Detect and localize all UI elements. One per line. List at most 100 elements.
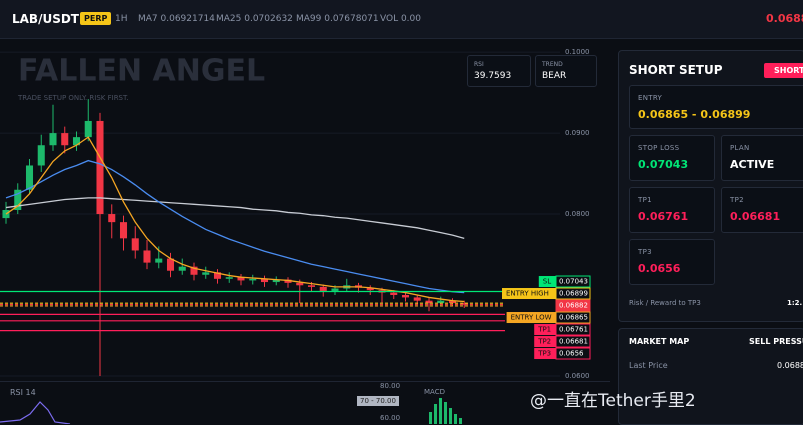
tp3-label: TP3 bbox=[638, 248, 652, 256]
plan-card: PLAN ACTIVE bbox=[721, 135, 803, 181]
perp-badge: PERP bbox=[80, 12, 112, 25]
level-tag: 0.0656 TP3 bbox=[534, 347, 591, 360]
y-tick-label: 0.0800 bbox=[565, 210, 590, 218]
y-tick-label: 0.0900 bbox=[565, 129, 590, 137]
candle-body bbox=[460, 303, 468, 305]
last-price-value: 0.0688 bbox=[777, 361, 803, 370]
setup-panel: SHORT SETUP SHORT ENTRY 0.06865 - 0.06899… bbox=[618, 50, 803, 322]
overlay-subtitle: TRADE SETUP ONLY. RISK FIRST. bbox=[17, 94, 129, 102]
ma25-line bbox=[5, 159, 465, 294]
tp1-value: 0.06761 bbox=[638, 210, 689, 223]
rsi14-title: RSI 14 bbox=[10, 388, 36, 397]
tp1-label: TP1 bbox=[638, 196, 652, 204]
candle-body bbox=[249, 278, 257, 281]
candle-body bbox=[307, 285, 316, 287]
candle-body bbox=[225, 277, 233, 279]
level-name-bg bbox=[506, 312, 556, 324]
level-tag: 0.06899 ENTRY HIGH bbox=[502, 287, 591, 300]
candle-body bbox=[413, 297, 421, 301]
candle-body bbox=[296, 282, 304, 286]
ma99-label: MA99 0.07678071 bbox=[296, 14, 379, 24]
tp2-card: TP2 0.06681 bbox=[721, 187, 803, 233]
candle-body bbox=[272, 279, 280, 283]
interval[interactable]: 1H bbox=[115, 14, 128, 24]
candle-body bbox=[448, 300, 457, 304]
y-tick-label: 0.1000 bbox=[565, 48, 590, 56]
watermark: @一直在Tether手里2 bbox=[530, 391, 696, 411]
ma99-line bbox=[5, 197, 465, 239]
market-map-title: MARKET MAP bbox=[629, 337, 690, 346]
tp1-card: TP1 0.06761 bbox=[629, 187, 715, 233]
candle-body bbox=[260, 278, 269, 283]
trend-box: TREND BEAR bbox=[535, 55, 597, 87]
candle-body bbox=[25, 165, 34, 190]
level-value: 0.06865 bbox=[559, 314, 588, 322]
indicator-strip: RSI 14 80.00 70 - 70.00 60.00 MACD bbox=[0, 381, 610, 424]
candle-body bbox=[131, 238, 139, 251]
level-tag: 0.06865 ENTRY LOW bbox=[506, 311, 591, 324]
candle-body bbox=[108, 214, 116, 223]
symbol: LAB/USDT bbox=[12, 12, 79, 26]
setup-title: SHORT SETUP bbox=[629, 63, 723, 77]
level-value: 0.06899 bbox=[559, 290, 588, 298]
macd-title: MACD bbox=[424, 388, 445, 396]
rsi-band: 70 - 70.00 bbox=[357, 396, 399, 406]
level-tag: 0.06681 TP2 bbox=[534, 335, 591, 348]
candle-body bbox=[96, 120, 104, 215]
level-value: 0.06681 bbox=[559, 338, 588, 346]
candle-body bbox=[366, 287, 374, 291]
level-tag: 0.06761 TP1 bbox=[534, 323, 591, 336]
candle-body bbox=[155, 258, 163, 263]
rr-value: 1:2. bbox=[787, 299, 803, 307]
level-name-bg bbox=[538, 276, 556, 288]
candle-body bbox=[390, 292, 398, 295]
candle-body bbox=[72, 137, 81, 146]
price-chart: FALLEN ANGEL TRADE SETUP ONLY. RISK FIRS… bbox=[0, 48, 591, 380]
rsi-60: 60.00 bbox=[380, 414, 401, 422]
level-name: TP1 bbox=[537, 326, 551, 334]
tp3-value: 0.0656 bbox=[638, 262, 681, 275]
candle-body bbox=[14, 189, 22, 210]
level-name: TP3 bbox=[537, 350, 551, 358]
candle-body bbox=[61, 133, 69, 146]
entry-label: ENTRY bbox=[638, 94, 663, 102]
tp2-value: 0.06681 bbox=[730, 210, 781, 223]
candle-body bbox=[178, 266, 186, 271]
level-tag-bg bbox=[555, 299, 591, 312]
level-value: 0.0656 bbox=[559, 350, 584, 358]
level-value: 0.06882 bbox=[559, 302, 588, 310]
level-tag: 0.07043 SL bbox=[538, 275, 591, 288]
last-price-label: Last Price bbox=[629, 361, 668, 370]
level-name-bg bbox=[534, 336, 556, 348]
candle-body bbox=[37, 145, 45, 166]
sl-card: STOP LOSS 0.07043 bbox=[629, 135, 715, 181]
candle-body bbox=[319, 286, 327, 291]
level-name: SL bbox=[543, 278, 551, 286]
candle-body bbox=[84, 120, 92, 138]
level-tag: 0.06882 bbox=[555, 299, 591, 312]
level-name: ENTRY HIGH bbox=[506, 290, 549, 298]
sell-pressure: SELL PRESSUR bbox=[749, 337, 803, 346]
overlay-title: FALLEN ANGEL bbox=[18, 54, 265, 89]
candle-body bbox=[143, 250, 151, 263]
candle-body bbox=[437, 300, 445, 304]
macd-bars bbox=[429, 398, 462, 424]
candle-body bbox=[213, 272, 222, 279]
candle-body bbox=[425, 300, 433, 304]
level-name-bg bbox=[534, 348, 556, 360]
tp2-label: TP2 bbox=[730, 196, 744, 204]
plan-value: ACTIVE bbox=[730, 158, 775, 171]
entry-card: ENTRY 0.06865 - 0.06899 bbox=[629, 85, 803, 129]
rsi-value: 39.7593 bbox=[474, 71, 512, 81]
trend-value: BEAR bbox=[542, 71, 567, 81]
last-price: 0.0688 bbox=[766, 12, 803, 25]
plan-label: PLAN bbox=[730, 144, 750, 152]
candle-body bbox=[331, 288, 339, 291]
y-tick-label: 0.0600 bbox=[565, 372, 590, 380]
rsi-label: RSI bbox=[474, 61, 484, 68]
level-name-bg bbox=[534, 324, 556, 336]
short-badge[interactable]: SHORT bbox=[764, 63, 803, 78]
tp3-card: TP3 0.0656 bbox=[629, 239, 715, 285]
volume: VOL 0.00 bbox=[380, 14, 421, 24]
level-value: 0.06761 bbox=[559, 326, 588, 334]
